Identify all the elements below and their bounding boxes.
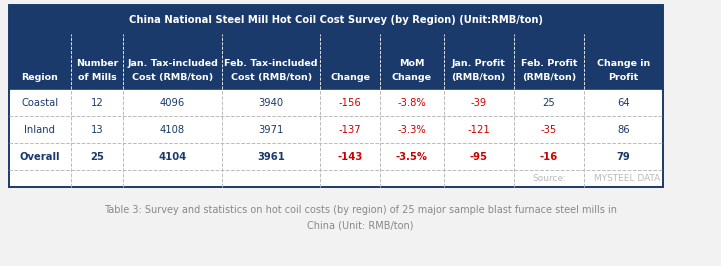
Text: -137: -137 <box>339 124 362 135</box>
Text: Table 3: Survey and statistics on hot coil costs (by region) of 25 major sample : Table 3: Survey and statistics on hot co… <box>104 205 617 231</box>
Text: -39: -39 <box>471 98 487 108</box>
Text: Inland: Inland <box>24 124 55 135</box>
Text: Jan. Tax-included: Jan. Tax-included <box>127 60 218 68</box>
Text: -16: -16 <box>540 152 558 162</box>
Text: Number: Number <box>76 60 118 68</box>
Text: Feb. Tax-included: Feb. Tax-included <box>224 60 318 68</box>
Text: 64: 64 <box>617 98 630 108</box>
Text: Change: Change <box>330 73 371 82</box>
Text: -156: -156 <box>339 98 362 108</box>
Text: of Mills: of Mills <box>78 73 116 82</box>
Text: Profit: Profit <box>609 73 639 82</box>
Bar <box>9 170 663 187</box>
Text: 13: 13 <box>91 124 103 135</box>
Text: -3.8%: -3.8% <box>397 98 426 108</box>
Text: Change: Change <box>392 73 432 82</box>
Bar <box>9 143 663 170</box>
Text: 3971: 3971 <box>258 124 284 135</box>
Text: Overall: Overall <box>19 152 60 162</box>
Text: 12: 12 <box>91 98 103 108</box>
Text: Jan. Profit: Jan. Profit <box>452 60 505 68</box>
Text: (RMB/ton): (RMB/ton) <box>451 73 506 82</box>
Text: -35: -35 <box>541 124 557 135</box>
Text: -143: -143 <box>337 152 363 162</box>
Text: 3961: 3961 <box>257 152 285 162</box>
Bar <box>9 5 663 34</box>
Bar <box>9 116 663 143</box>
Text: 25: 25 <box>543 98 555 108</box>
Text: -3.3%: -3.3% <box>397 124 426 135</box>
Text: 4108: 4108 <box>160 124 185 135</box>
Text: 25: 25 <box>90 152 104 162</box>
Text: 86: 86 <box>617 124 630 135</box>
Text: 4096: 4096 <box>160 98 185 108</box>
Text: Feb. Profit: Feb. Profit <box>521 60 578 68</box>
Bar <box>9 89 663 116</box>
Text: Cost (RMB/ton): Cost (RMB/ton) <box>132 73 213 82</box>
Text: 79: 79 <box>616 152 631 162</box>
Text: Change in: Change in <box>597 60 650 68</box>
Text: Cost (RMB/ton): Cost (RMB/ton) <box>231 73 311 82</box>
Bar <box>9 34 663 89</box>
Text: Source:: Source: <box>532 174 566 183</box>
Text: Coastal: Coastal <box>21 98 58 108</box>
Text: -3.5%: -3.5% <box>396 152 428 162</box>
Text: 4104: 4104 <box>159 152 187 162</box>
Text: -121: -121 <box>467 124 490 135</box>
Text: 3940: 3940 <box>259 98 283 108</box>
Text: MoM: MoM <box>399 60 425 68</box>
Text: Region: Region <box>21 73 58 82</box>
Text: (RMB/ton): (RMB/ton) <box>522 73 576 82</box>
Text: China National Steel Mill Hot Coil Cost Survey (by Region) (Unit:RMB/ton): China National Steel Mill Hot Coil Cost … <box>129 15 543 25</box>
Text: -95: -95 <box>469 152 487 162</box>
Text: MYSTEEL DATA: MYSTEEL DATA <box>594 174 660 183</box>
